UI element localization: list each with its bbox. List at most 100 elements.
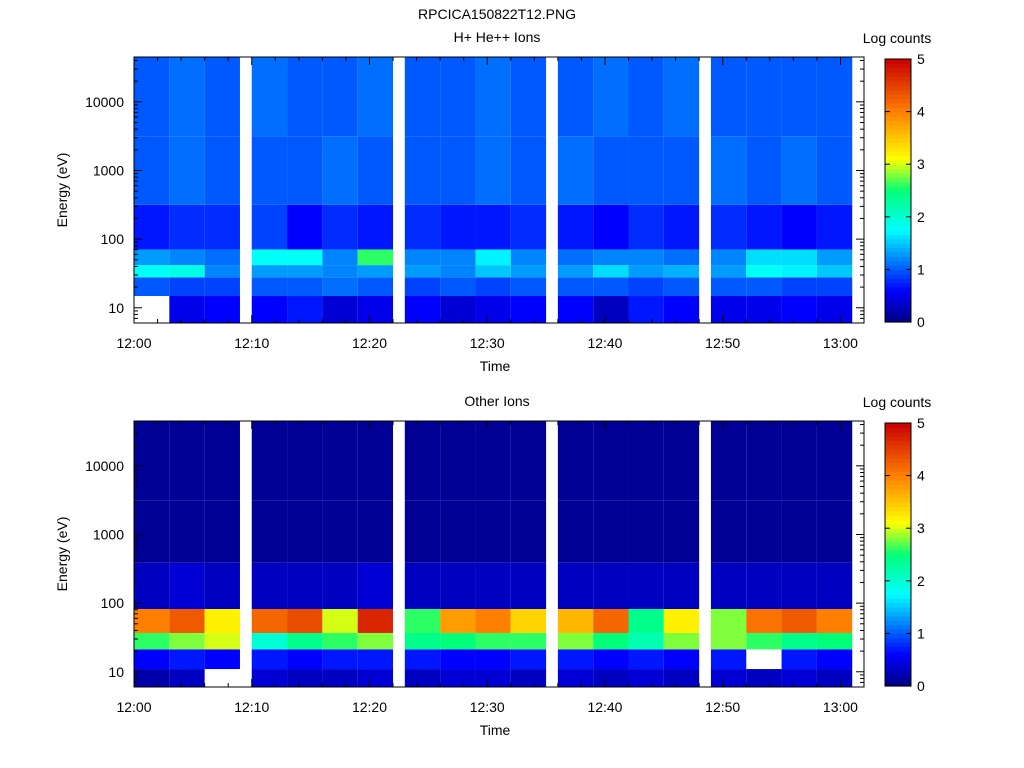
plot-frame: [133, 56, 865, 324]
heatmap-cell: [628, 608, 664, 633]
heatmap-cell: [322, 649, 358, 670]
heatmap-cell: [134, 649, 170, 670]
colorbar-segment: [885, 479, 911, 485]
heatmap-cell: [475, 277, 511, 297]
heatmap-cell: [357, 277, 394, 297]
heatmap-cell: [628, 296, 664, 323]
colorbar-segment: [885, 186, 911, 192]
heatmap-cell: [663, 57, 700, 137]
heatmap-cell: [593, 500, 629, 563]
colorbar-tick-label: 2: [917, 573, 925, 589]
heatmap-cell: [204, 204, 240, 250]
colorbar-segment: [885, 536, 911, 542]
heatmap-cell: [251, 669, 288, 687]
heatmap-cell: [251, 204, 288, 250]
x-tick-label: 12:40: [587, 335, 622, 351]
heatmap-cell: [404, 562, 441, 609]
colorbar-segment: [885, 291, 911, 297]
heatmap-cell: [251, 500, 288, 563]
heatmap-cell: [557, 669, 594, 687]
colorbar-segment: [885, 67, 911, 73]
heatmap-cell: [557, 500, 594, 563]
heatmap-cell: [816, 562, 853, 609]
heatmap-cell: [475, 204, 511, 250]
heatmap-cell: [781, 204, 817, 250]
heatmap-cell: [204, 632, 240, 650]
x-tick-label: 13:00: [823, 335, 858, 351]
heatmap-cell: [357, 421, 394, 501]
heatmap-cell: [322, 562, 358, 609]
colorbar-segment: [885, 181, 911, 187]
heatmap-cell: [134, 249, 170, 266]
colorbar-segment: [885, 146, 911, 152]
heatmap-cell: [475, 136, 511, 205]
colorbar-segment: [885, 120, 911, 126]
colorbar-segment: [885, 278, 911, 284]
heatmap-cell: [710, 608, 747, 633]
heatmap-cell: [593, 296, 629, 323]
heatmap-cell: [746, 562, 782, 609]
heatmap-cell: [287, 204, 323, 250]
heatmap-cells: [134, 57, 853, 323]
heatmap-cell: [663, 277, 700, 297]
heatmap-cell: [746, 296, 782, 323]
heatmap-cell: [204, 296, 240, 323]
colorbar-segment: [885, 633, 911, 639]
colorbar-label: Log counts: [863, 30, 932, 46]
heatmap-cell: [746, 608, 782, 633]
heatmap-cell: [475, 249, 511, 266]
colorbar-frame: [884, 422, 912, 687]
x-tick-label: 12:00: [116, 699, 151, 715]
colorbar-segment: [885, 444, 911, 450]
heatmap-cell: [816, 57, 853, 137]
colorbar-segment: [885, 501, 911, 507]
heatmap-cell: [440, 204, 476, 250]
heatmap-cell: [557, 562, 594, 609]
heatmap-cell: [475, 57, 511, 137]
heatmap-cell: [628, 500, 664, 563]
colorbar-segment: [885, 203, 911, 209]
heatmap-cell: [169, 632, 205, 650]
heatmap-cell: [628, 57, 664, 137]
heatmap-cell: [134, 277, 170, 297]
heatmap-cell: [628, 265, 664, 278]
colorbar-segment: [885, 475, 911, 481]
heatmap-cell: [816, 649, 853, 670]
colorbar-segment: [885, 528, 911, 534]
heatmap-cell: [710, 500, 747, 563]
colorbar-segment: [885, 681, 911, 687]
colorbar-segment: [885, 423, 911, 428]
heatmap-cell: [169, 136, 205, 205]
heatmap-cell: [440, 500, 476, 563]
y-tick-label: 100: [101, 231, 125, 247]
heatmap-cell: [475, 608, 511, 633]
heatmap-cell: [816, 669, 853, 687]
colorbar-segment: [885, 466, 911, 472]
colorbar-frame: [884, 58, 912, 323]
panel-title: Other Ions: [464, 393, 529, 409]
heatmap-cell: [204, 421, 240, 501]
x-tick-label: 12:20: [352, 699, 387, 715]
colorbar-segment: [885, 493, 911, 499]
heatmap-cell: [287, 421, 323, 501]
heatmap-cell: [169, 500, 205, 563]
colorbar-segment: [885, 523, 911, 529]
colorbar-segment: [885, 317, 911, 323]
heatmap-cell: [510, 57, 547, 137]
colorbar-segment: [885, 506, 911, 512]
heatmap-cell: [404, 249, 441, 266]
heatmap-cell: [746, 277, 782, 297]
colorbar-segment: [885, 225, 911, 231]
heatmap-cell: [510, 562, 547, 609]
heatmap-cell: [204, 500, 240, 563]
heatmap-cell: [204, 265, 240, 278]
heatmap-cell: [593, 249, 629, 266]
panel-h-he-ions: H+ He++ Ions 12:00 12:10 12:20 12:30 12:40 12…: [54, 29, 931, 374]
heatmap-cell: [322, 421, 358, 501]
heatmap-cell: [440, 608, 476, 633]
y-tick-label: 10000: [85, 458, 124, 474]
heatmap-cell: [781, 669, 817, 687]
heatmap-cell: [475, 265, 511, 278]
y-axis-label: Energy (eV): [54, 153, 70, 228]
heatmap-cell: [287, 608, 323, 633]
